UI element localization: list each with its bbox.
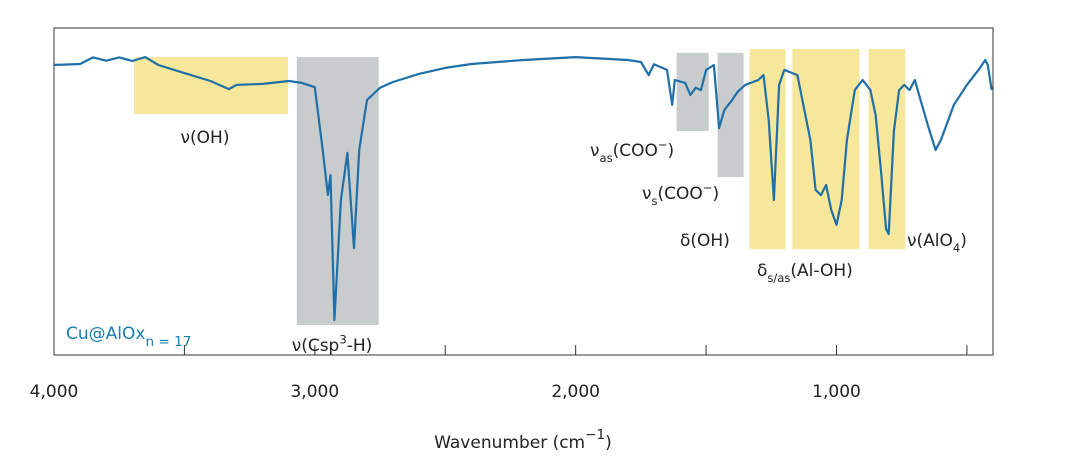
text-segment: ) xyxy=(668,141,675,161)
x-tick-label: 3,000 xyxy=(290,382,339,402)
region-label: ν(AlO4​) xyxy=(907,231,967,255)
text-segment: −1 xyxy=(585,427,605,443)
text-segment: s xyxy=(652,194,658,208)
region-label: δs/as​(Al-OH) xyxy=(757,261,853,285)
text-segment: ν xyxy=(590,141,600,161)
x-tick-label: 1,000 xyxy=(812,382,861,402)
text-segment: s/as xyxy=(767,271,790,285)
text-segment: (Al-OH) xyxy=(790,261,852,281)
x-axis-label: Wavenumber (cm−1​) xyxy=(434,427,612,453)
spectrum-line xyxy=(53,56,993,322)
band-region xyxy=(868,48,906,250)
series-label: Cu@AlOxn = 17​ xyxy=(66,324,191,350)
text-segment: Cu@AlOx xyxy=(66,324,145,344)
text-segment: − xyxy=(703,180,713,194)
text-segment: as xyxy=(600,151,613,165)
x-tick-label: 2,000 xyxy=(551,382,600,402)
text-segment: ν xyxy=(642,184,652,204)
text-segment: -H) xyxy=(347,336,373,356)
text-segment: ν(AlO xyxy=(907,231,953,251)
region-label: δ(OH) xyxy=(680,231,730,251)
text-segment: 4 xyxy=(953,241,960,255)
text-segment: − xyxy=(658,137,668,151)
text-segment: (COO xyxy=(658,184,703,204)
text-segment: n = 17 xyxy=(145,334,191,350)
text-segment: ) xyxy=(960,231,967,251)
text-segment: δ xyxy=(757,261,767,281)
text-segment: δ(OH) xyxy=(680,231,730,251)
region-label: νas​(COO−​) xyxy=(590,137,674,165)
text-segment: ν(OH) xyxy=(181,128,230,148)
x-tick-label: 4,000 xyxy=(30,382,79,402)
band-region xyxy=(792,48,860,250)
band-region xyxy=(717,52,744,178)
text-segment: ν(Csp xyxy=(292,336,340,356)
text-segment: 3 xyxy=(339,332,346,346)
region-label: ν(Csp3​-H) xyxy=(292,332,373,356)
text-segment: (COO xyxy=(613,141,658,161)
text-segment: Wavenumber (cm xyxy=(434,433,585,453)
text-segment: ) xyxy=(712,184,719,204)
region-label: νs​(COO−​) xyxy=(642,180,719,208)
band-region xyxy=(134,57,288,115)
region-label: ν(OH) xyxy=(181,128,230,148)
text-segment: ) xyxy=(605,433,612,453)
band-region xyxy=(296,57,379,325)
plot-frame xyxy=(53,27,994,356)
